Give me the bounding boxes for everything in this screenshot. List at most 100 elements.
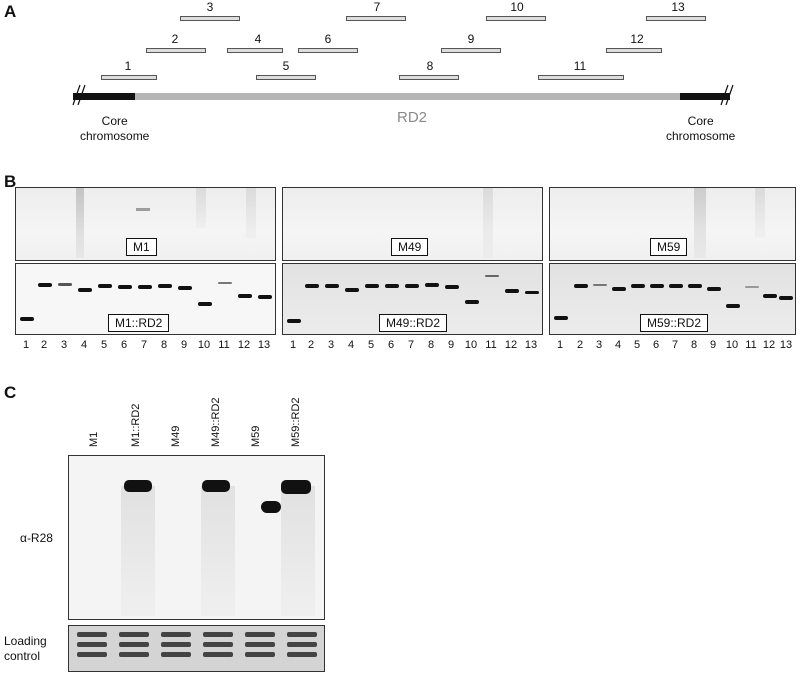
wb-lane-label: M49::RD2 (210, 397, 222, 447)
lane-number: 11 (485, 339, 497, 351)
band (305, 284, 319, 288)
lane-number: 12 (762, 339, 776, 351)
lane-number: 4 (347, 339, 355, 351)
wb-lane-label: M59 (250, 425, 262, 447)
gel-m59-rd2: M59::RD2 (549, 263, 796, 335)
lane-number: 10 (464, 339, 478, 351)
lane-numbers-m49: 1 2 3 4 5 6 7 8 9 10 11 12 13 (282, 339, 541, 355)
band (287, 319, 301, 323)
band (365, 284, 379, 288)
segment-bar-6 (298, 48, 358, 53)
band (238, 294, 252, 298)
band (325, 284, 339, 288)
lane-number: 10 (725, 339, 739, 351)
lane-number: 2 (307, 339, 315, 351)
band (258, 295, 272, 299)
band (574, 284, 588, 288)
segment-bar-4 (227, 48, 283, 53)
lane-number: 12 (504, 339, 518, 351)
band (178, 286, 192, 290)
lane-number: 3 (327, 339, 335, 351)
band (745, 286, 759, 288)
lane-number: 8 (160, 339, 168, 351)
blot-band (124, 480, 152, 492)
lane-number: 1 (289, 339, 297, 351)
panel-a-letter: A (4, 2, 17, 21)
segment-bar-1 (101, 75, 157, 80)
lane-number: 9 (709, 339, 717, 351)
western-blot (68, 455, 325, 620)
gel-m49-rd2: M49::RD2 (282, 263, 543, 335)
lane-number: 10 (197, 339, 211, 351)
band (58, 283, 72, 286)
blot-artifact (261, 501, 281, 513)
segment-label-13: 13 (671, 0, 685, 14)
segment-bar-3 (180, 16, 240, 21)
lane-number: 2 (40, 339, 48, 351)
segment-map: 1 2 3 4 5 6 7 8 9 10 11 12 13 Core chrom… (0, 0, 810, 165)
loading-control-blot (68, 625, 325, 672)
lane-number: 4 (614, 339, 622, 351)
segment-bar-12 (606, 48, 662, 53)
panel-c-letter: C (4, 383, 17, 402)
right-break-marks (720, 84, 734, 106)
lane-number: 7 (140, 339, 148, 351)
segment-label-4: 4 (254, 32, 262, 46)
antibody-label: α-R28 (20, 531, 53, 545)
band (554, 316, 568, 320)
lane-number: 9 (180, 339, 188, 351)
band (707, 287, 721, 291)
segment-label-3: 3 (206, 0, 214, 14)
segment-bar-13 (646, 16, 706, 21)
lane-number: 5 (367, 339, 375, 351)
lane-number: 9 (447, 339, 455, 351)
band (385, 284, 399, 288)
band (20, 317, 34, 321)
band (669, 284, 683, 288)
band (38, 283, 52, 287)
band (631, 284, 645, 288)
gel-label-m49-rd2: M49::RD2 (379, 314, 448, 332)
gel-m1: M1 (15, 187, 276, 261)
lane-number: 3 (60, 339, 68, 351)
lane-number: 6 (387, 339, 395, 351)
lane-number: 5 (633, 339, 641, 351)
band (593, 284, 607, 286)
band (525, 291, 539, 294)
lane-numbers-m59: 1 2 3 4 5 6 7 8 9 10 11 12 13 (549, 339, 794, 355)
band (505, 289, 519, 293)
wb-lane-label: M49 (170, 425, 182, 447)
segment-label-2: 2 (171, 32, 179, 46)
lane-numbers-m1: 1 2 3 4 5 6 7 8 9 10 11 12 13 (15, 339, 274, 355)
segment-bar-2 (146, 48, 206, 53)
band (688, 284, 702, 288)
gel-label-m1: M1 (126, 238, 157, 256)
lane-number: 12 (237, 339, 251, 351)
band (118, 285, 132, 289)
lane-number: 13 (779, 339, 793, 351)
band (198, 302, 212, 306)
left-break-marks (72, 84, 86, 106)
band (726, 304, 740, 308)
gel-label-m59: M59 (650, 238, 688, 256)
segment-bar-8 (399, 75, 459, 80)
loading-control-label: Loading control (4, 634, 47, 663)
segment-label-11: 11 (573, 59, 587, 73)
band (612, 287, 626, 291)
lane-number: 7 (671, 339, 679, 351)
lane-number: 3 (595, 339, 603, 351)
band (465, 300, 479, 304)
gel-m59: M59 (549, 187, 796, 261)
segment-label-12: 12 (630, 32, 644, 46)
lane-number: 13 (257, 339, 271, 351)
band (138, 285, 152, 289)
band (485, 275, 499, 277)
lane-number: 7 (407, 339, 415, 351)
lane-number: 13 (524, 339, 538, 351)
lane-number: 11 (745, 339, 757, 351)
rd2-region-segment (135, 93, 680, 100)
wb-lane-label: M1 (88, 431, 100, 447)
band (158, 284, 172, 288)
band (445, 285, 459, 289)
segment-label-1: 1 (124, 59, 132, 73)
